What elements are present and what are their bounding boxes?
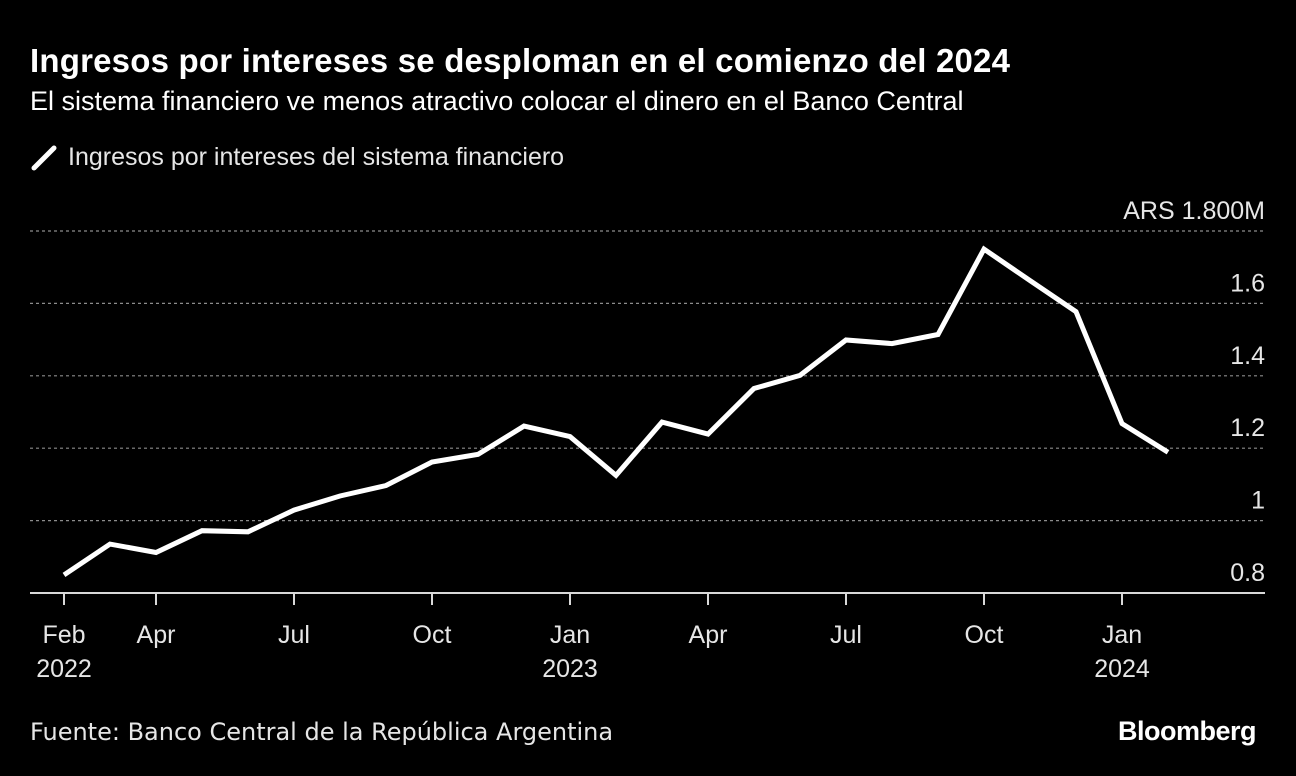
x-tick-label: Jul [278,621,310,649]
x-tick-label: Apr [689,621,728,649]
x-tick-year-label: 2022 [36,655,92,683]
y-tick-label: 1 [1251,487,1265,515]
y-tick-label: 1.2 [1230,414,1265,442]
legend: Ingresos por intereses del sistema finan… [30,143,564,172]
y-tick-label: 1.4 [1230,342,1265,370]
x-tick-label: Apr [137,621,176,649]
x-tick-label: Jul [830,621,862,649]
legend-line-icon [31,145,57,170]
y-tick-label: 0.8 [1230,559,1265,587]
line-chart: 0.8 1 1.2 1.4 1.6 ARS 1.800M Feb 2022 Apr Jul Oct J… [30,197,1265,683]
y-tick-label: 1.6 [1230,269,1265,297]
source-note: Fuente: Banco Central de la República Ar… [30,718,614,746]
x-tick-year-label: 2024 [1094,655,1150,683]
chart-title: Ingresos por intereses se desploman en e… [30,42,1011,79]
x-tick-label: Oct [413,621,452,649]
series-line [62,245,1170,577]
x-tick-label: Jan [1102,621,1142,649]
x-tick-label: Oct [965,621,1004,649]
x-tick-year-label: 2023 [542,655,598,683]
chart-subtitle: El sistema financiero ve menos atractivo… [30,86,964,116]
legend-label: Ingresos por intereses del sistema finan… [68,143,565,171]
bloomberg-logo: Bloomberg [1117,716,1257,746]
y-tick-label: ARS 1.800M [1123,197,1265,225]
x-tick-label: Jan [550,621,590,649]
x-tick-label: Feb [42,621,85,649]
